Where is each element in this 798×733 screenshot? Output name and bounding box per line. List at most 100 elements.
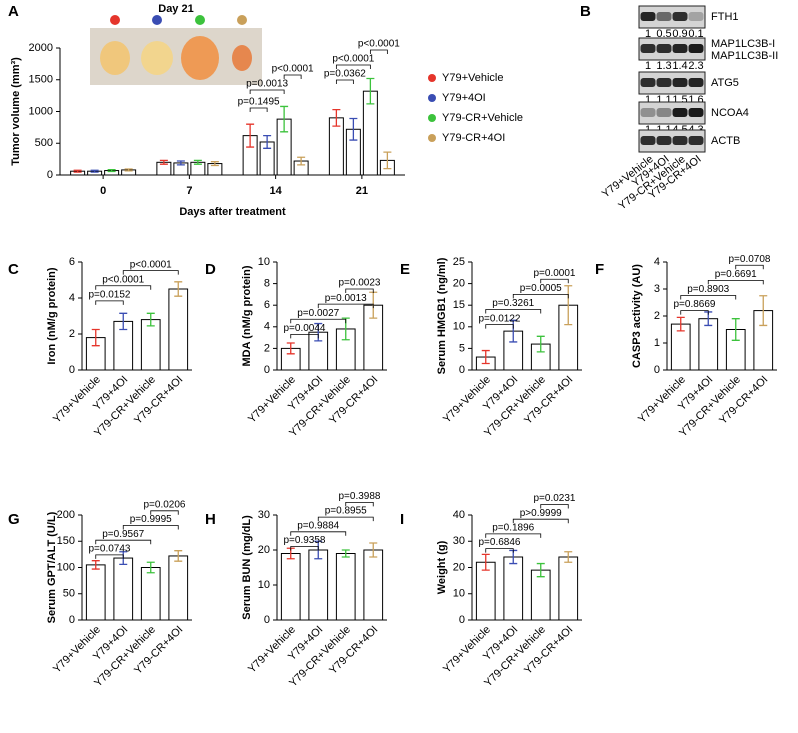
- significance-bracket: [680, 310, 709, 315]
- p-value: p=0.1495: [238, 97, 280, 108]
- bar: [113, 557, 134, 621]
- inset-dot: [152, 15, 162, 25]
- significance-bracket: [345, 288, 374, 293]
- error-bar: [263, 134, 272, 149]
- p-value: p=0.0001: [534, 268, 576, 279]
- tumor: [141, 41, 173, 75]
- y-tick-label: 2: [264, 342, 270, 354]
- significance-bracket: [680, 295, 737, 300]
- error-bar: [107, 168, 116, 173]
- y-tick-label: 0: [69, 614, 75, 626]
- blot-band: [656, 136, 672, 145]
- y-tick-label: 4: [264, 321, 270, 333]
- blot-band: [688, 44, 704, 53]
- band-ratio: 1: [645, 28, 651, 40]
- x-tick-label: 21: [356, 185, 368, 197]
- x-axis-label: Days after treatment: [179, 206, 286, 218]
- band-ratio: 1: [645, 60, 651, 72]
- y-tick-label: 20: [453, 278, 465, 290]
- p-value: p=0.0152: [89, 290, 131, 301]
- blot-band: [672, 108, 688, 117]
- panel-label: D: [205, 261, 216, 278]
- error-bar: [332, 108, 341, 127]
- significance-bracket: [95, 300, 124, 305]
- p-value: p=0.9884: [297, 520, 339, 531]
- panel-label: A: [8, 3, 19, 20]
- blot-band: [656, 108, 672, 117]
- p-value: p=0.0027: [297, 308, 339, 319]
- y-axis-label: MDA (nM/g protein): [241, 265, 253, 366]
- error-bar: [174, 281, 183, 297]
- significance-bracket: [290, 546, 319, 551]
- error-bar: [481, 553, 490, 571]
- significance-bracket: [290, 318, 347, 324]
- error-bar: [159, 159, 168, 165]
- y-tick-label: 25: [453, 256, 465, 268]
- significance-bracket: [95, 554, 124, 559]
- p-value: p<0.0001: [272, 64, 314, 75]
- significance-bracket: [122, 270, 179, 275]
- legend-label: Y79+Vehicle: [442, 72, 503, 84]
- band-ratio: 1: [645, 94, 651, 106]
- significance-bracket: [95, 285, 152, 290]
- blot-label: ACTB: [711, 135, 740, 147]
- error-bar: [146, 312, 155, 327]
- y-tick-label: 30: [453, 535, 465, 547]
- significance-bracket: [540, 504, 569, 509]
- y-tick-label: 200: [57, 509, 75, 521]
- error-bar: [349, 117, 358, 141]
- y-tick-label: 3: [654, 283, 660, 295]
- y-tick-label: 0: [69, 364, 75, 376]
- error-bar: [564, 551, 573, 563]
- p-value: p=0.3988: [339, 491, 381, 502]
- legend-marker: [428, 114, 436, 122]
- significance-bracket: [95, 539, 152, 545]
- y-tick-label: 10: [258, 579, 270, 591]
- significance-bracket: [735, 264, 764, 270]
- bar: [363, 549, 384, 621]
- y-axis-label: Serum GPT/ALT (U/L): [46, 511, 58, 623]
- inset-dot: [237, 15, 247, 25]
- significance-bracket: [249, 89, 285, 94]
- p-value: p<0.0001: [332, 54, 374, 65]
- blot-band: [672, 44, 688, 53]
- significance-bracket: [317, 303, 374, 309]
- blot-label: FTH1: [711, 11, 739, 23]
- band-ratio: 2.3: [688, 60, 703, 72]
- error-bar: [90, 169, 99, 173]
- panel-label: H: [205, 511, 216, 528]
- y-tick-label: 4: [69, 292, 75, 304]
- p-value: p=0.0013: [325, 293, 367, 304]
- blot-label: MAP1LC3B-II: [711, 50, 778, 62]
- error-bar: [366, 77, 375, 105]
- y-tick-label: 0: [459, 614, 465, 626]
- p-value: p=0.0122: [479, 313, 521, 324]
- legend-label: Y79-CR+Vehicle: [442, 112, 523, 124]
- p-value: p=0.0708: [729, 254, 771, 265]
- band-ratio: 0.1: [688, 28, 703, 40]
- y-tick-label: 50: [63, 588, 75, 600]
- band-ratio: 1.4: [672, 60, 687, 72]
- error-bar: [759, 295, 768, 327]
- blot-band: [688, 136, 704, 145]
- band-ratio: 1.3: [656, 60, 671, 72]
- inset-dot: [195, 15, 205, 25]
- p-value: p=0.8955: [325, 506, 367, 517]
- error-bar: [119, 312, 128, 331]
- blot-band: [672, 12, 688, 21]
- significance-bracket: [369, 49, 388, 54]
- p-value: p<0.0001: [130, 259, 172, 270]
- y-tick-label: 10: [453, 321, 465, 333]
- y-axis-label: CASP3 activity (AU): [631, 264, 643, 368]
- error-bar: [73, 169, 82, 173]
- inset-dot: [110, 15, 120, 25]
- x-tick-label: 7: [186, 185, 192, 197]
- p-value: p=0.0231: [534, 493, 576, 504]
- y-axis-label: Iron (nM/g protein): [46, 267, 58, 364]
- significance-bracket: [345, 502, 374, 507]
- y-tick-label: 10: [258, 256, 270, 268]
- p-value: p=0.1896: [492, 523, 534, 534]
- legend-label: Y79+4OI: [442, 92, 486, 104]
- legend-marker: [428, 74, 436, 82]
- significance-bracket: [335, 64, 371, 69]
